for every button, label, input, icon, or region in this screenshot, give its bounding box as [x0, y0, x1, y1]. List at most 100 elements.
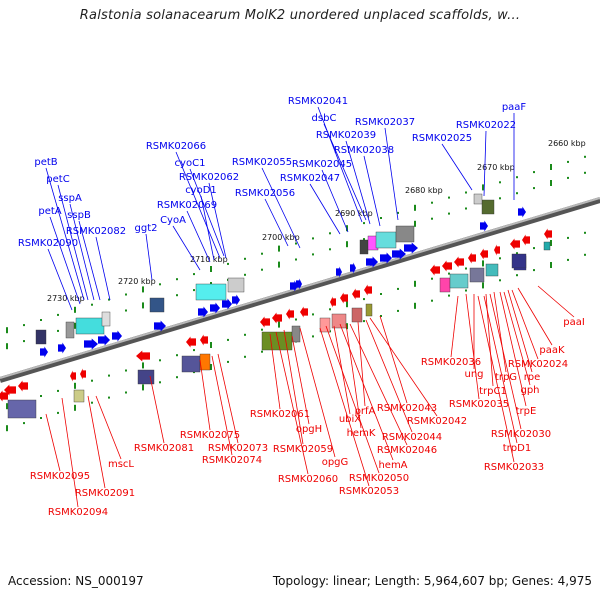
track-tick [397, 211, 399, 214]
track-tick [57, 313, 59, 316]
track-tick [414, 204, 416, 211]
track-tick [567, 176, 569, 179]
reverse-gene-arrow [260, 316, 270, 328]
track-tick [380, 315, 382, 317]
track-tick [176, 278, 178, 281]
leader-line [95, 395, 122, 460]
leader-line [309, 183, 341, 235]
track-tick [499, 257, 501, 260]
track-tick [244, 355, 246, 358]
track-tick [244, 257, 246, 260]
gene-label: RSMK02022 [456, 120, 516, 131]
track-tick [142, 362, 144, 369]
track-tick [312, 335, 314, 338]
track-tick [533, 187, 535, 190]
track-tick [40, 417, 42, 419]
gene-block [365, 303, 373, 317]
gene-block [359, 239, 369, 255]
reverse-gene-arrow [522, 234, 530, 246]
gene-label: RSMK02030 [491, 429, 551, 440]
track-tick [261, 328, 263, 331]
track-tick [295, 318, 297, 321]
gene-label: dsbC [312, 113, 337, 124]
gene-label: RSMK02041 [288, 96, 348, 107]
track-tick [6, 327, 8, 334]
gene-label: cyoC1 [175, 158, 206, 169]
track-tick [210, 342, 212, 348]
gene-label: trpE [516, 406, 537, 417]
map-title: Ralstonia solanacearum MolK2 unordered u… [79, 8, 521, 23]
leader-line [325, 325, 380, 474]
track-tick [312, 253, 314, 256]
track-tick [431, 277, 433, 280]
gene-label: RSMK02059 [273, 444, 333, 455]
scale-label: 2670 kbp [477, 163, 515, 172]
leader-line [49, 216, 81, 305]
track-tick [142, 384, 144, 391]
gene-label: petB [34, 157, 57, 168]
track-tick [533, 247, 535, 250]
scale-label: 2700 kbp [262, 233, 300, 242]
gene-label: gph [520, 385, 539, 396]
gene-label: RSMK02045 [292, 159, 352, 170]
track-tick [40, 319, 42, 321]
scale-label: 2720 kbp [118, 277, 156, 286]
track-tick [397, 287, 399, 290]
track-tick [499, 197, 501, 200]
track-tick [74, 322, 76, 329]
reverse-gene-arrow [468, 252, 476, 264]
gene-label: RSMK02042 [407, 416, 467, 427]
leader-line [261, 167, 301, 249]
track-tick [125, 369, 127, 372]
leader-line [69, 203, 95, 301]
track-tick [516, 192, 518, 195]
leader-line [95, 236, 111, 301]
gene-label: cyoD1 [185, 185, 217, 196]
gene-block [149, 297, 165, 313]
track-tick [91, 303, 93, 306]
gene-block [137, 369, 155, 385]
reverse-gene-arrow [454, 256, 464, 268]
track-tick [363, 320, 365, 323]
track-tick [567, 236, 569, 239]
track-tick [295, 258, 297, 261]
forward-gene-arrow [154, 320, 166, 332]
reverse-gene-arrow [80, 368, 86, 380]
track-tick [465, 191, 467, 194]
gene-block [101, 311, 111, 327]
leader-line [199, 359, 211, 431]
track-tick [176, 294, 178, 297]
reverse-gene-arrow [442, 260, 452, 272]
leader-line [175, 151, 221, 259]
reverse-gene-arrow [340, 292, 348, 304]
leader-line [57, 184, 89, 301]
gene-label: sspB [67, 210, 91, 221]
track-tick [363, 298, 365, 301]
track-tick [499, 279, 501, 282]
track-tick [159, 381, 161, 384]
gene-label: RSMK02039 [316, 130, 376, 141]
track-tick [193, 273, 195, 276]
leader-line [264, 198, 289, 247]
track-tick [516, 252, 518, 255]
gene-block [449, 273, 469, 289]
gene-block [65, 321, 75, 339]
gene-label: trpG [495, 372, 517, 383]
forward-gene-arrow [222, 298, 232, 310]
track-tick [210, 364, 212, 370]
track-tick [125, 391, 127, 394]
track-tick [431, 217, 433, 220]
track-tick [465, 289, 467, 292]
track-tick [227, 262, 229, 265]
forward-gene-arrow [232, 294, 240, 306]
backbone-shadow [0, 197, 600, 383]
gene-block [351, 307, 363, 323]
track-tick [244, 333, 246, 336]
leader-line [339, 323, 394, 461]
reverse-gene-arrow [70, 370, 76, 382]
track-tick [584, 231, 586, 234]
track-tick [380, 217, 382, 219]
track-tick [125, 309, 127, 312]
track-tick [6, 425, 8, 432]
track-tick [57, 411, 59, 414]
